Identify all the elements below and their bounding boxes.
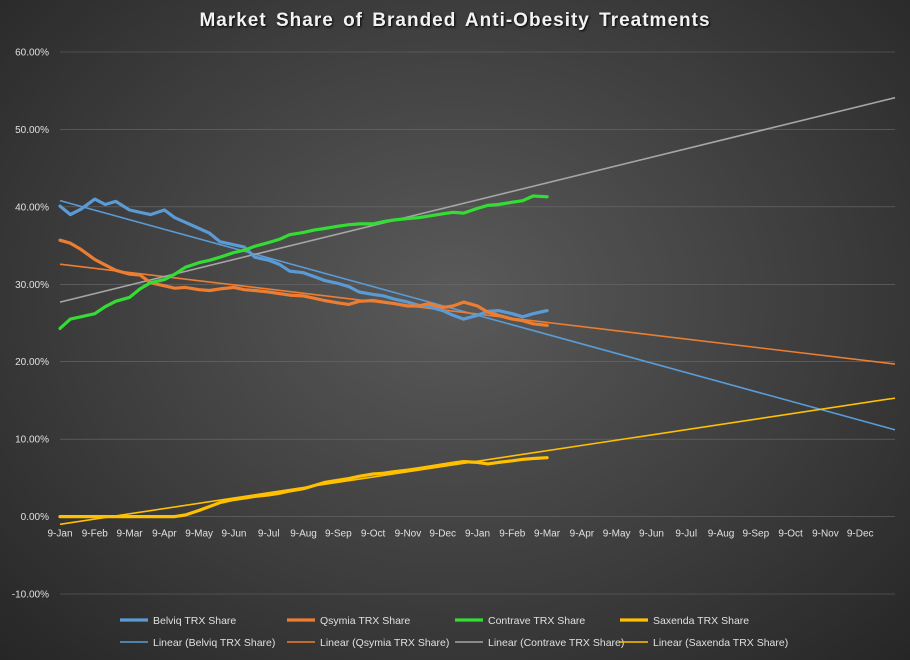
x-tick-label: 9-Nov [812, 529, 839, 540]
y-tick-label: 10.00% [15, 435, 49, 446]
legend-label: Qsymia TRX Share [320, 615, 410, 627]
x-axis-ticks: 9-Jan 9-Feb 9-Mar 9-Apr 9-May 9-Jun 9-Jul 9-Aug… [47, 529, 873, 540]
x-tick-label: 9-Jul [258, 529, 280, 540]
x-tick-label: 9-Feb [82, 529, 109, 540]
x-tick-label: 9-Feb [499, 529, 526, 540]
x-tick-label: 9-Dec [847, 529, 874, 540]
x-tick-label: 9-Dec [429, 529, 456, 540]
x-tick-label: 9-Aug [290, 529, 317, 540]
x-tick-label: 9-Jan [47, 529, 72, 540]
y-tick-label: 20.00% [15, 357, 49, 368]
x-tick-label: 9-Oct [778, 529, 803, 540]
y-tick-label: -10.00% [12, 590, 49, 601]
chart-title: Market Share of Branded Anti-Obesity Tre… [199, 10, 711, 31]
y-axis-ticks: -10.00% 0.00% 10.00% 20.00% 30.00% 40.00% 50.0… [12, 48, 49, 601]
y-tick-label: 30.00% [15, 280, 49, 291]
legend-label: Linear (Contrave TRX Share) [488, 637, 624, 649]
y-tick-label: 40.00% [15, 202, 49, 213]
y-tick-label: 0.00% [21, 512, 49, 523]
x-tick-label: 9-May [603, 529, 631, 540]
series-line [58, 456, 549, 519]
x-tick-label: 9-Mar [534, 529, 561, 540]
x-tick-label: 9-Jun [221, 529, 246, 540]
x-tick-label: 9-Nov [395, 529, 422, 540]
series-line [58, 194, 549, 330]
legend-label: Linear (Belviq TRX Share) [153, 637, 275, 649]
legend-label: Saxenda TRX Share [653, 615, 749, 627]
x-tick-label: 9-Apr [570, 529, 595, 540]
trendlines [59, 96, 896, 526]
x-tick-label: 9-Jun [639, 529, 664, 540]
y-tick-label: 50.00% [15, 125, 49, 136]
legend: Belviq TRX Share Qsymia TRX Share Contrave… [120, 615, 788, 649]
x-tick-label: 9-Apr [152, 529, 177, 540]
x-tick-label: 9-Jan [465, 529, 490, 540]
gridlines [60, 51, 895, 595]
x-tick-label: 9-Jul [675, 529, 697, 540]
x-tick-label: 9-Aug [708, 529, 735, 540]
x-tick-label: 9-Sep [742, 529, 769, 540]
x-tick-label: 9-Sep [325, 529, 352, 540]
series-line [58, 197, 549, 321]
x-tick-label: 9-Oct [361, 529, 386, 540]
legend-label: Linear (Qsymia TRX Share) [320, 637, 449, 649]
legend-label: Contrave TRX Share [488, 615, 585, 627]
x-tick-label: 9-May [185, 529, 213, 540]
x-tick-label: 9-Mar [117, 529, 144, 540]
legend-label: Linear (Saxenda TRX Share) [653, 637, 788, 649]
legend-label: Belviq TRX Share [153, 615, 236, 627]
series-line [58, 238, 549, 327]
series-lines [58, 194, 549, 519]
y-tick-label: 60.00% [15, 48, 49, 59]
trendline [59, 96, 896, 303]
